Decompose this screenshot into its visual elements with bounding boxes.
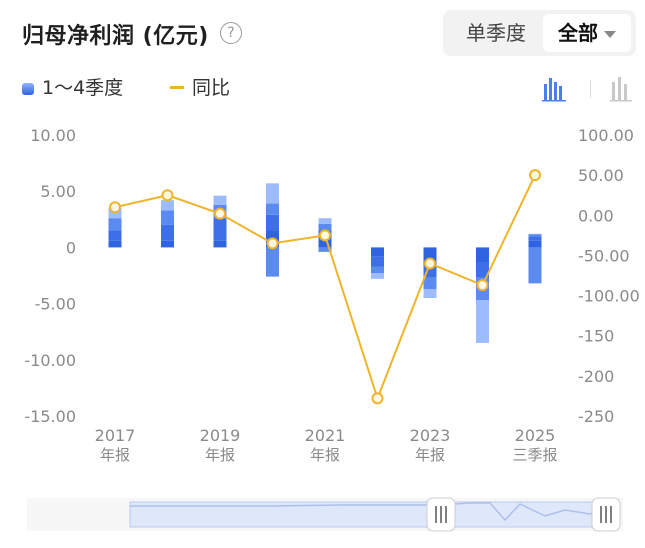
yoy-point <box>161 189 174 202</box>
bar-segment <box>161 224 174 241</box>
right-axis-tick: -150 <box>578 327 614 346</box>
yoy-line <box>114 174 536 402</box>
x-tick-year: 2017 <box>95 426 136 445</box>
bar-segment <box>318 223 332 231</box>
bar-segment <box>213 218 227 241</box>
bar-segment <box>476 262 489 278</box>
bar-segment <box>266 247 279 277</box>
help-icon[interactable]: ? <box>220 22 242 44</box>
all-tab-label: 全部 <box>558 21 598 45</box>
right-axis-tick: -200 <box>578 367 614 386</box>
all-tab[interactable]: 全部 <box>543 14 631 52</box>
bar-segment <box>108 240 122 248</box>
left-axis-tick: -5.00 <box>35 295 76 314</box>
x-tick-period: 年报 <box>310 446 340 464</box>
period-toggle: 单季度 全部 <box>443 10 636 56</box>
yoy-point <box>214 207 226 220</box>
line-swatch-icon <box>170 86 184 89</box>
navigator-left-handle[interactable] <box>426 497 456 532</box>
left-axis-tick: -15.00 <box>24 407 76 426</box>
profit-chart: 10.00 5.00 0 -5.00 -10.00 -15.00 100.00 50.00 0.… <box>24 126 640 464</box>
bar-segment <box>371 273 384 279</box>
x-tick-year: 2025 <box>515 426 556 445</box>
right-axis-tick: -250 <box>578 407 614 426</box>
bar-segment <box>161 210 174 225</box>
bar-segment <box>528 236 542 241</box>
right-axis-tick: 50.00 <box>578 166 624 185</box>
chevron-down-icon <box>604 31 616 38</box>
x-tick-period: 年报 <box>100 446 130 464</box>
navigator-line <box>130 502 609 522</box>
yoy-point <box>476 279 489 292</box>
bar-swatch-icon <box>22 83 34 95</box>
x-tick-year: 2019 <box>200 426 241 445</box>
bar-segment <box>528 247 542 284</box>
right-axis-tick: 100.00 <box>578 126 634 145</box>
stacked-chart-view-icon[interactable] <box>606 74 636 102</box>
x-tick-year: 2021 <box>305 426 346 445</box>
bar-segment <box>161 200 174 211</box>
bar-segment <box>108 230 122 241</box>
chart-title: 归母净利润 (亿元) <box>22 24 209 49</box>
bar-segment <box>528 240 542 248</box>
bar-chart-view-icon[interactable] <box>540 74 570 102</box>
x-tick-year: 2023 <box>410 426 451 445</box>
bar-segment <box>476 247 489 263</box>
bar-segment <box>371 256 384 267</box>
bar-segment <box>476 300 489 343</box>
yoy-point <box>319 229 331 242</box>
bar-segment <box>318 218 332 224</box>
left-axis-tick: 10.00 <box>30 126 76 145</box>
right-axis-tick: 0.00 <box>578 206 614 225</box>
legend-bars[interactable]: 1～4季度 <box>22 75 123 101</box>
x-tick-period: 三季报 <box>512 446 557 464</box>
bar-segment <box>423 277 437 289</box>
yoy-point <box>424 257 436 270</box>
left-axis-tick: 5.00 <box>40 182 76 201</box>
bar-segment <box>371 266 384 274</box>
range-navigator[interactable] <box>0 490 645 535</box>
yoy-point <box>266 237 279 250</box>
left-axis-tick: -10.00 <box>24 351 76 370</box>
right-axis-tick: -50.00 <box>578 246 630 265</box>
bar-segment <box>266 183 279 204</box>
bar-segment <box>528 233 542 237</box>
yoy-point <box>109 201 121 214</box>
bar-segment <box>108 218 122 231</box>
bar-segment <box>423 288 437 298</box>
bar-segment <box>371 247 384 257</box>
legend-line-label: 同比 <box>192 77 231 99</box>
bar-segment <box>266 203 279 215</box>
bar-segment <box>318 239 332 248</box>
bar-segment <box>528 233 542 235</box>
bar-segment <box>266 214 279 231</box>
view-divider <box>590 80 591 98</box>
x-tick-period: 年报 <box>205 446 235 464</box>
bar-segment <box>213 240 227 248</box>
legend-line[interactable]: 同比 <box>170 75 230 101</box>
single-quarter-tab[interactable]: 单季度 <box>466 21 526 45</box>
yoy-point <box>529 169 541 182</box>
x-tick-period: 年报 <box>415 446 445 464</box>
right-axis-tick: -100.00 <box>578 287 640 306</box>
navigator-right-handle[interactable] <box>591 497 621 532</box>
bar-segment <box>318 247 332 252</box>
yoy-point <box>371 392 384 405</box>
left-axis-tick: 0 <box>66 238 76 257</box>
bar-segment <box>213 195 227 205</box>
bar-segment <box>161 240 174 248</box>
legend-bars-label: 1～4季度 <box>42 77 124 99</box>
bar-segment <box>423 247 437 261</box>
